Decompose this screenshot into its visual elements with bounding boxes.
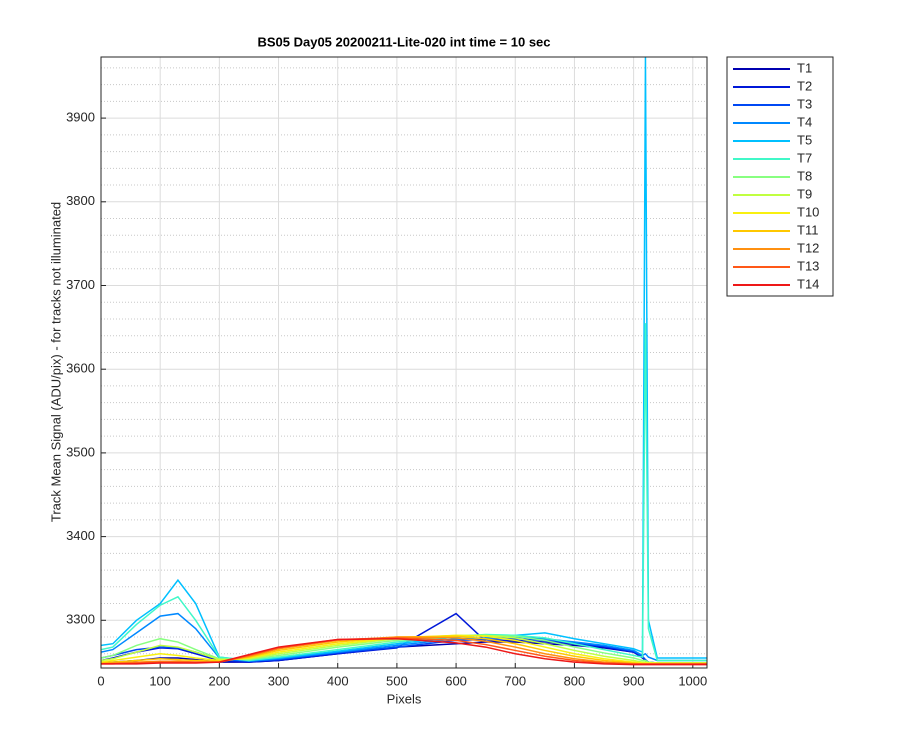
- x-tick-label: 500: [386, 673, 408, 688]
- x-axis-label: Pixels: [387, 691, 422, 706]
- x-tick-label: 200: [209, 673, 231, 688]
- legend-label: T4: [797, 114, 812, 129]
- x-tick-label: 700: [504, 673, 526, 688]
- y-tick-label: 3800: [66, 193, 95, 208]
- series-line: [101, 637, 707, 666]
- x-tick-label: 900: [623, 673, 645, 688]
- legend-label: T2: [797, 78, 812, 93]
- series-line: [101, 57, 707, 662]
- y-tick-label: 3600: [66, 361, 95, 376]
- legend-label: T10: [797, 204, 819, 219]
- legend-label: T7: [797, 150, 812, 165]
- series-line: [101, 612, 707, 663]
- series-line: [101, 634, 707, 664]
- y-tick-label: 3700: [66, 277, 95, 292]
- y-tick-label: 3500: [66, 444, 95, 459]
- legend-label: T9: [797, 186, 812, 201]
- legend-label: T12: [797, 240, 819, 255]
- legend-label: T5: [797, 132, 812, 147]
- legend-label: T13: [797, 258, 819, 273]
- legend-label: T8: [797, 168, 812, 183]
- legend-label: T3: [797, 96, 812, 111]
- y-axis-label: Track Mean Signal (ADU/pix) - for tracks…: [48, 202, 63, 522]
- chart-title: BS05 Day05 20200211-Lite-020 int time = …: [257, 34, 550, 49]
- legend-label: T1: [797, 60, 812, 75]
- y-tick-label: 3900: [66, 110, 95, 125]
- x-tick-label: 600: [445, 673, 467, 688]
- y-tick-label: 3400: [66, 528, 95, 543]
- x-tick-label: 100: [149, 673, 171, 688]
- x-tick-label: 400: [327, 673, 349, 688]
- legend-label: T11: [797, 222, 818, 237]
- x-tick-label: 0: [97, 673, 104, 688]
- x-tick-label: 300: [268, 673, 290, 688]
- legend-label: T14: [797, 276, 819, 291]
- plot-frame: [100, 56, 708, 669]
- series-line: [101, 637, 707, 665]
- x-tick-label: 800: [564, 673, 586, 688]
- x-tick-label: 1000: [678, 673, 707, 688]
- y-tick-label: 3300: [66, 612, 95, 627]
